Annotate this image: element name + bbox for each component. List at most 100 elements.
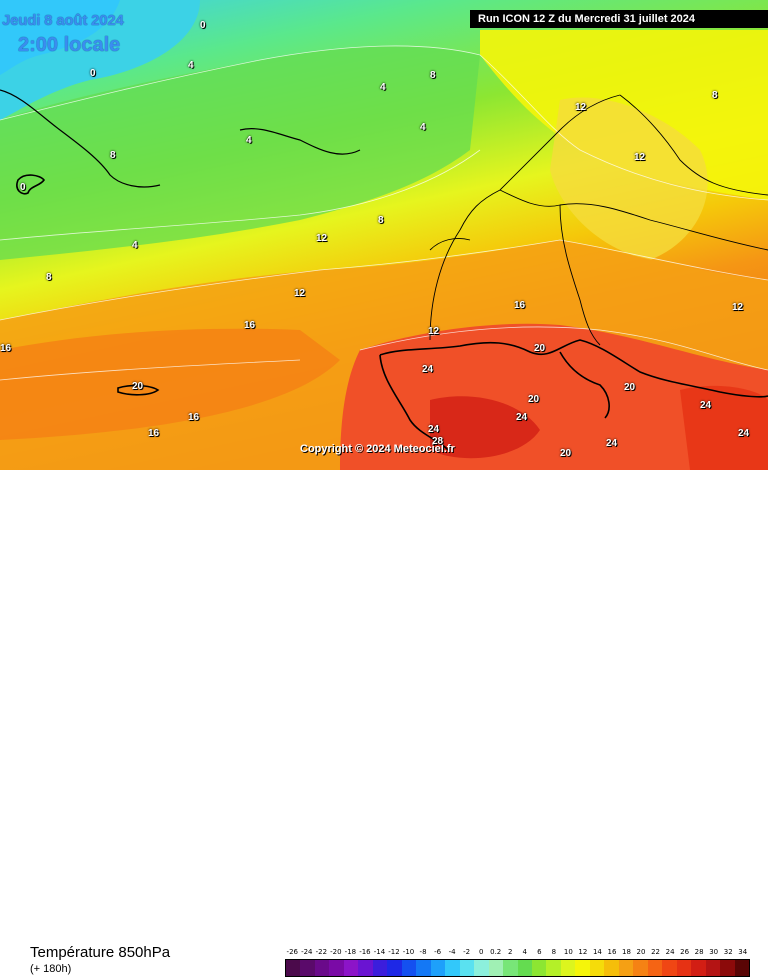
isotherm-label: 8 (46, 272, 52, 283)
legend-swatch (387, 960, 402, 976)
isotherm-label: 4 (420, 122, 426, 133)
legend-swatch (604, 960, 619, 976)
legend-swatch (734, 960, 749, 976)
legend-value: 6 (537, 948, 542, 956)
forecast-date: Jeudi 8 août 2024 (2, 12, 124, 29)
legend-value: 14 (592, 948, 602, 956)
legend-swatch (546, 960, 561, 976)
isotherm-label: 4 (188, 60, 194, 71)
legend-swatch (329, 960, 344, 976)
legend-scale-labels: -26 -24 -22 -20 -18 -16 -14 -12 -10 -8 -6 -4 -2 0 0.2 2… (283, 948, 753, 958)
isotherm-label: 12 (428, 326, 440, 337)
legend-value: 26 (680, 948, 690, 956)
isotherm-label: 16 (514, 300, 526, 311)
isotherm-label: 24 (516, 412, 528, 423)
legend-swatch (372, 960, 388, 976)
variable-title: Température 850hPa (30, 944, 171, 961)
legend-value: 0 (478, 948, 484, 956)
legend-value: -24 (301, 948, 313, 956)
legend-swatch (416, 960, 431, 976)
isotherm-label: 12 (294, 288, 306, 299)
forecast-time: 2:00 locale (18, 34, 121, 56)
legend-swatch (459, 960, 475, 976)
isotherm-label: 16 (244, 320, 256, 331)
isotherm-label: 24 (606, 438, 618, 449)
legend-value: -8 (419, 948, 427, 956)
isotherm-label: 8 (378, 215, 384, 226)
legend-swatch (445, 960, 460, 976)
isotherm-label: 24 (700, 400, 712, 411)
legend-value: 20 (636, 948, 646, 956)
legend-value: -12 (388, 948, 400, 956)
temperature-field (0, 0, 768, 470)
legend-footer: Température 850hPa (+ 180h) -26 -24 -2 2 -20… (0, 470, 768, 977)
legend-swatch (474, 960, 489, 976)
legend-swatch (401, 960, 417, 976)
isotherm-label: 4 (246, 135, 252, 146)
legend-swatch (488, 960, 504, 976)
isotherm-label: 4 (380, 82, 386, 93)
legend-swatch (662, 960, 677, 976)
isotherm-label: 16 (0, 343, 12, 354)
isotherm-label: 20 (624, 382, 636, 393)
legend-value: -16 (359, 948, 371, 956)
legend-value: 24 (665, 948, 675, 956)
legend-swatch (647, 960, 663, 976)
isotherm-label: 24 (428, 424, 440, 435)
isotherm-label: 24 (738, 428, 750, 439)
legend-swatch (560, 960, 576, 976)
legend-swatch (691, 960, 706, 976)
legend-swatch (575, 960, 590, 976)
legend-swatch (618, 960, 634, 976)
isotherm-label: 12 (575, 102, 587, 113)
legend-swatch (286, 960, 301, 976)
legend-value: 28 (694, 948, 704, 956)
isotherm-label: 20 (560, 448, 572, 459)
isotherm-label: 16 (188, 412, 200, 423)
legend-swatch (358, 960, 373, 976)
legend-value: 32 (723, 948, 733, 956)
legend-swatch (503, 960, 518, 976)
legend-value: 12 (578, 948, 588, 956)
legend-value: 2 (508, 948, 513, 956)
legend-value: 18 (622, 948, 631, 956)
isotherm-label: 8 (110, 150, 116, 161)
isotherm-label: 8 (430, 70, 436, 81)
legend-value: 8 (551, 948, 557, 956)
isotherm-label: 0 (20, 182, 26, 193)
isotherm-label: 12 (316, 233, 328, 244)
isotherm-label: 4 (132, 240, 138, 251)
isotherm-label: 0 (90, 68, 96, 79)
copyright-notice: Copyright © 2024 Meteociel.fr (300, 443, 455, 455)
forecast-lead-time: (+ 180h) (30, 963, 72, 975)
legend-value: 16 (607, 948, 617, 956)
isotherm-label: 12 (732, 302, 744, 313)
isotherm-label: 20 (132, 381, 144, 392)
legend-swatch (517, 960, 532, 976)
legend-value: -20 (330, 948, 342, 956)
legend-value: -2 (463, 948, 471, 956)
legend-swatch (314, 960, 330, 976)
isotherm-label: 0 (200, 20, 206, 31)
legend-swatch (300, 960, 315, 976)
weather-map: Jeudi 8 août 2024 2:00 locale Run ICON 1… (0, 0, 768, 470)
color-scale-bar (285, 959, 750, 977)
isotherm-label: 24 (422, 364, 434, 375)
legend-value: -26 (286, 948, 298, 956)
legend-value: 10 (563, 948, 573, 956)
legend-value: -10 (402, 948, 415, 956)
legend-swatch (589, 960, 605, 976)
legend-value: 0.2 (490, 948, 502, 956)
isotherm-label: 8 (712, 90, 718, 101)
isotherm-label: 12 (634, 152, 646, 163)
isotherm-label: 16 (148, 428, 160, 439)
legend-swatch (633, 960, 648, 976)
isotherm-label: 20 (534, 343, 546, 354)
model-run-banner: Run ICON 12 Z du Mercredi 31 juillet 202… (470, 10, 768, 28)
legend-value: 22 (651, 948, 661, 956)
legend-swatch (531, 960, 547, 976)
legend-value: -18 (344, 948, 357, 956)
legend-value: 34 (738, 948, 748, 956)
legend-swatch (705, 960, 721, 976)
legend-swatch (720, 960, 735, 976)
